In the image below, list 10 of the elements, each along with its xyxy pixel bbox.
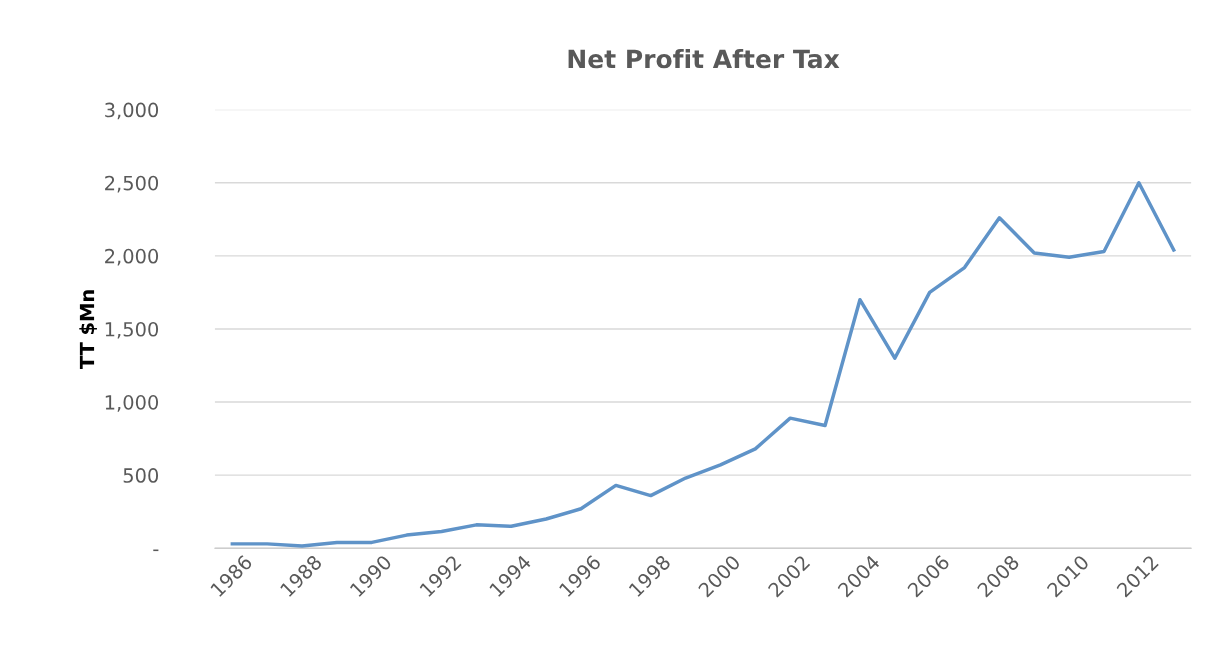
y-tick-label: 2,500 bbox=[105, 175, 159, 193]
y-axis-title: TT $Mn bbox=[79, 290, 97, 370]
y-tick-label: 500 bbox=[123, 468, 159, 483]
y-tick-label: 3,000 bbox=[105, 102, 159, 120]
line-series bbox=[230, 181, 1176, 548]
y-tick-label: 1,000 bbox=[105, 395, 159, 412]
chart-title: Net Profit After Tax bbox=[568, 48, 840, 69]
y-tick-label: 1,500 bbox=[105, 321, 159, 339]
y-tick-label: - bbox=[153, 549, 159, 552]
y-tick-label: 2,000 bbox=[105, 248, 159, 266]
